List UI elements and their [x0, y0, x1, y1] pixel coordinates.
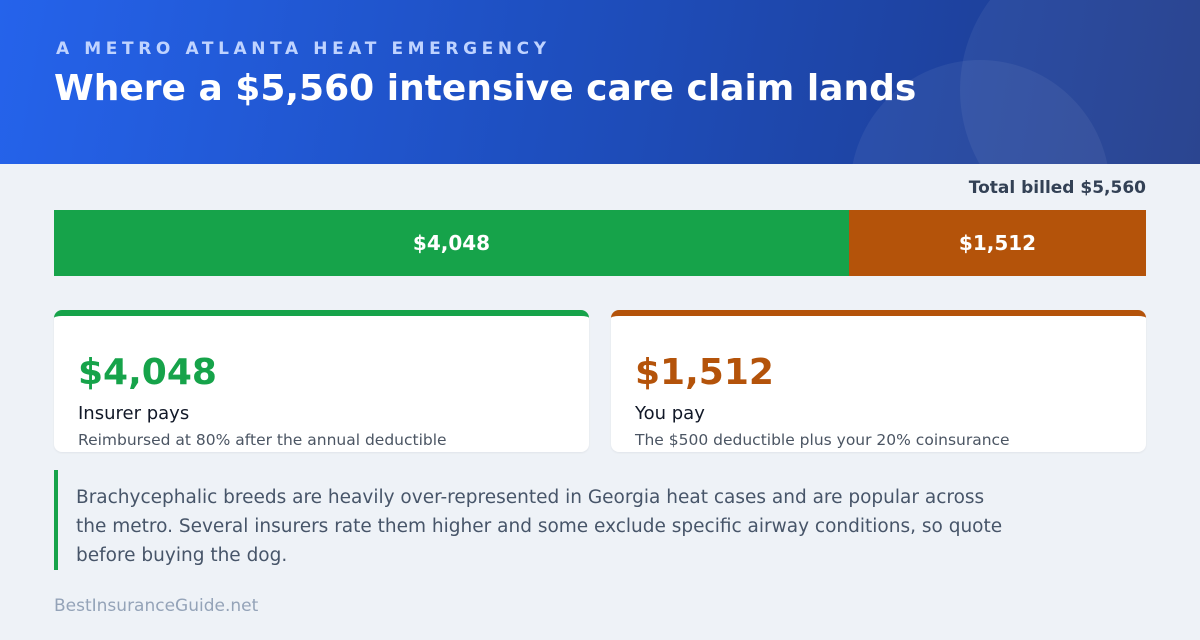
card-label: You pay [635, 403, 705, 424]
callout: Brachycephalic breeds are heavily over-r… [54, 470, 1006, 570]
card: $1,512 You pay The $500 deductible plus … [611, 310, 1146, 452]
stacked-bar: $4,048 $1,512 [54, 210, 1146, 276]
header: A METRO ATLANTA HEAT EMERGENCY Where a $… [0, 0, 1200, 164]
bar-segment: $1,512 [849, 210, 1146, 276]
decor-circle [960, 0, 1200, 164]
card-note: Reimbursed at 80% after the annual deduc… [78, 431, 447, 449]
kicker: A METRO ATLANTA HEAT EMERGENCY [56, 39, 551, 59]
bar-segment: $4,048 [54, 210, 850, 276]
segment-label: $4,048 [412, 231, 491, 255]
title: Where a $5,560 intensive care claim land… [54, 68, 917, 109]
footer: BestInsuranceGuide.net [54, 596, 259, 616]
card-label: Insurer pays [78, 403, 190, 424]
card: $4,048 Insurer pays Reimbursed at 80% af… [54, 310, 589, 452]
amount: $4,048 [78, 352, 217, 393]
segment-label: $1,512 [958, 231, 1037, 255]
total-label: Total billed $5,560 [968, 178, 1146, 198]
card-note: The $500 deductible plus your 20% coinsu… [635, 431, 1010, 449]
amount: $1,512 [635, 352, 774, 393]
